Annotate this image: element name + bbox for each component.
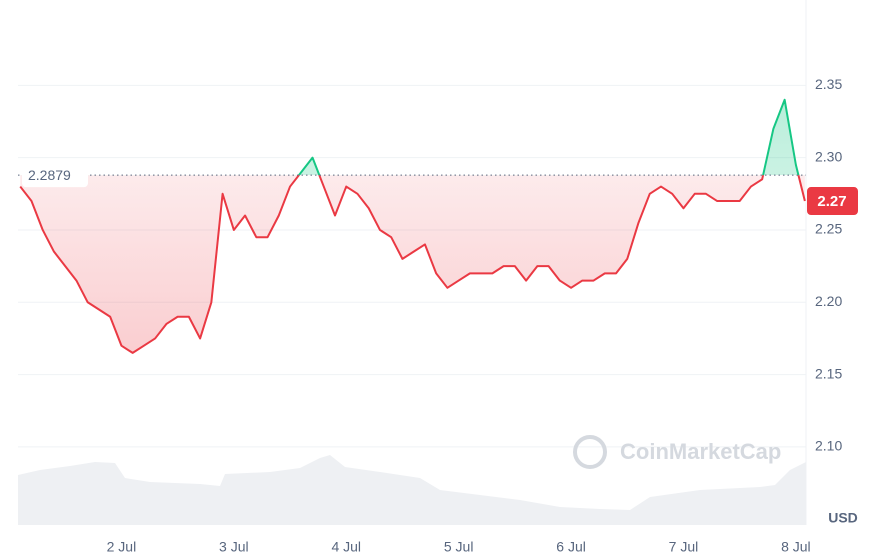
x-tick-label: 4 Jul	[331, 539, 361, 555]
x-tick-label: 6 Jul	[556, 539, 586, 555]
y-tick-label: 2.35	[815, 76, 842, 92]
currency-label: USD	[828, 510, 858, 526]
x-tick-label: 8 Jul	[781, 539, 811, 555]
baseline-label-box	[22, 163, 88, 188]
y-tick-label: 2.15	[815, 365, 842, 381]
watermark-text: CoinMarketCap	[620, 439, 781, 464]
y-tick-label: 2.10	[815, 438, 842, 454]
y-tick-label: 2.30	[815, 148, 842, 164]
x-tick-label: 2 Jul	[107, 539, 137, 555]
y-tick-label: 2.25	[815, 221, 842, 237]
price-line-down	[19, 175, 806, 354]
current-price-badge	[807, 187, 858, 216]
x-tick-label: 3 Jul	[219, 539, 249, 555]
x-tick-label: 7 Jul	[669, 539, 699, 555]
volume-area	[18, 455, 806, 525]
x-tick-label: 5 Jul	[444, 539, 474, 555]
baseline-label: 2.2879	[28, 167, 71, 183]
area-down	[20, 175, 805, 353]
current-price-label: 2.27	[817, 193, 846, 210]
watermark: CoinMarketCap	[573, 435, 781, 469]
watermark-logo	[573, 435, 607, 469]
y-tick-label: 2.20	[815, 293, 842, 309]
